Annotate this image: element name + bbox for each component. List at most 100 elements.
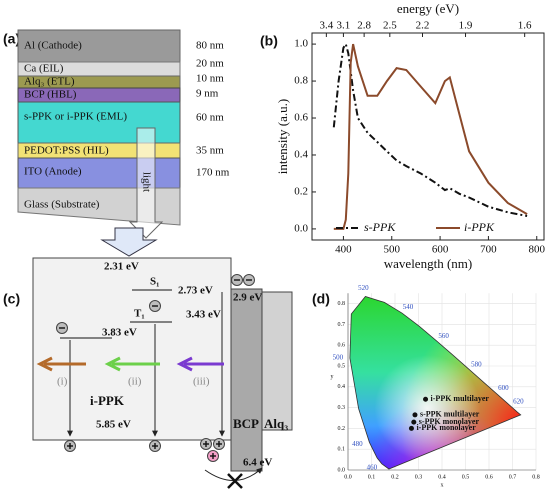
y-tick-label: 0.2 — [294, 185, 308, 197]
x-tick-label: 0.0 — [344, 474, 352, 480]
y-tick-label: 0.6 — [294, 112, 308, 124]
energy-label: 3.43 eV — [186, 309, 221, 321]
panel-label: (a) — [3, 31, 20, 47]
energy-label: 2.73 eV — [178, 285, 213, 297]
color-point — [423, 396, 429, 402]
x-tick-label: 0.2 — [391, 474, 399, 480]
point-label: i-PPK monolayer — [416, 423, 476, 432]
layer-name: Al (Cathode) — [24, 40, 82, 52]
energy-label: 6.4 eV — [243, 457, 272, 469]
layer-thickness: 80 nm — [196, 40, 224, 52]
x-tick-label: 400 — [335, 244, 352, 256]
x-tick-label: 0.1 — [368, 474, 376, 480]
panel-label: (c) — [3, 291, 20, 307]
energy-diagram: 2.31 eV S₁ 2.73 eV T₁ 3.43 eV 3.83 eV 5.… — [32, 257, 293, 489]
y-axis-label: intensity (a.u.) — [275, 99, 290, 174]
spectral-locus — [349, 296, 522, 470]
layer-thickness: 10 nm — [196, 73, 224, 85]
layer-thickness: 9 nm — [196, 88, 219, 100]
plot-frame — [311, 32, 545, 241]
i-ppk-box — [32, 257, 232, 441]
x-tick-label: 0.3 — [415, 474, 423, 480]
x2-tick-label: 2.5 — [383, 20, 397, 32]
layer-thickness: 35 nm — [196, 145, 224, 157]
wavelength-label: 480 — [352, 440, 363, 448]
path-label: (iii) — [193, 376, 210, 388]
energy-label: 2.31 eV — [104, 261, 139, 273]
layer-thickness: 60 nm — [196, 112, 224, 124]
y-tick-label: 0.0 — [338, 467, 346, 473]
x-tick-label: 500 — [384, 244, 401, 256]
layer-name: Glass (Substrate) — [24, 199, 100, 211]
x2-tick-label: 3.1 — [337, 20, 351, 32]
x-tick-label: 700 — [480, 244, 497, 256]
y-tick-label: 0.3 — [338, 405, 346, 411]
layer-name: Alq₃ (ETL) — [24, 76, 75, 88]
y-tick-label: 0.6 — [338, 343, 346, 349]
wavelength-label: 460 — [367, 463, 378, 471]
y-tick-label: 0.8 — [338, 301, 346, 307]
color-point — [408, 425, 414, 431]
x2-tick-label: 3.4 — [319, 20, 333, 32]
layer-name: PEDOT:PSS (HIL) — [24, 145, 109, 157]
device-stack: Al (Cathode) Ca (EIL) Alq₃ (ETL) BCP (HB… — [17, 29, 230, 257]
panel-label: (d) — [312, 291, 330, 307]
energy-label: 3.83 eV — [102, 327, 137, 339]
x-tick-label: 600 — [432, 244, 449, 256]
material-label: Alq₃ — [264, 416, 288, 431]
layer-name: Ca (EIL) — [24, 63, 64, 75]
bcp-box — [230, 288, 263, 472]
light-arrow — [128, 127, 164, 239]
legend-label: i-PPK — [464, 220, 495, 234]
state-label: T₁ — [134, 308, 145, 320]
x-tick-label: 0.5 — [462, 474, 470, 480]
light-label: light — [140, 172, 152, 192]
layer-name: ITO (Anode) — [24, 166, 82, 178]
y-tick-label: 0.7 — [338, 322, 346, 328]
point-label: s-PPK monolayer — [419, 417, 480, 426]
y-tick-label: 0.1 — [338, 447, 346, 453]
x-tick-label: 0.7 — [509, 474, 517, 480]
x-tick-label: 0.6 — [485, 474, 493, 480]
path-label: (i) — [57, 376, 68, 388]
y-tick-label: 0.8 — [294, 75, 308, 87]
x-axis-label: wavelength (nm) — [384, 256, 472, 271]
point-label: i-PPK multilayer — [431, 394, 490, 403]
layer — [17, 29, 181, 63]
state-label: S₁ — [150, 276, 159, 288]
y-tick-label: 0.0 — [294, 222, 308, 234]
wavelength-label: 520 — [358, 284, 369, 292]
layer-thickness: 20 nm — [196, 58, 224, 70]
x2-tick-label: 2.8 — [357, 20, 371, 32]
layer-name: s-PPK or i-PPK (EML) — [24, 111, 127, 123]
y-tick-label: 0.5 — [338, 363, 346, 369]
wavelength-label: 540 — [403, 303, 414, 311]
path-label: (ii) — [128, 376, 142, 388]
emission-arrow — [36, 356, 86, 372]
energy-label: 2.9 eV — [233, 292, 262, 304]
material-label: BCP — [233, 416, 259, 431]
y-tick-label: 0.2 — [338, 426, 346, 432]
wavelength-label: 580 — [471, 360, 482, 368]
x-tick-label: 0.4 — [438, 474, 446, 480]
y-tick-label: 0.4 — [338, 384, 346, 390]
legend-label: s-PPK — [364, 220, 396, 234]
wavelength-label: 600 — [498, 384, 509, 392]
panel-label: (b) — [260, 33, 278, 49]
blocked-cross — [227, 473, 243, 489]
down-arrow — [100, 227, 158, 257]
y-tick-label: 1.0 — [294, 38, 308, 50]
layer-thickness: 170 nm — [196, 167, 230, 179]
x2-axis-label: energy (eV) — [397, 1, 459, 16]
material-label: i-PPK — [90, 393, 125, 408]
series-line — [333, 43, 528, 230]
wavelength-label: 500 — [333, 354, 344, 362]
x-axis-label: x — [441, 482, 444, 488]
x2-tick-label: 1.6 — [518, 20, 532, 32]
emission-arrow — [104, 356, 160, 372]
x-tick-label: 0.8 — [532, 474, 540, 480]
layer-name: BCP (HBL) — [24, 89, 77, 101]
alq3-box — [261, 291, 293, 431]
x2-tick-label: 2.2 — [416, 20, 430, 32]
